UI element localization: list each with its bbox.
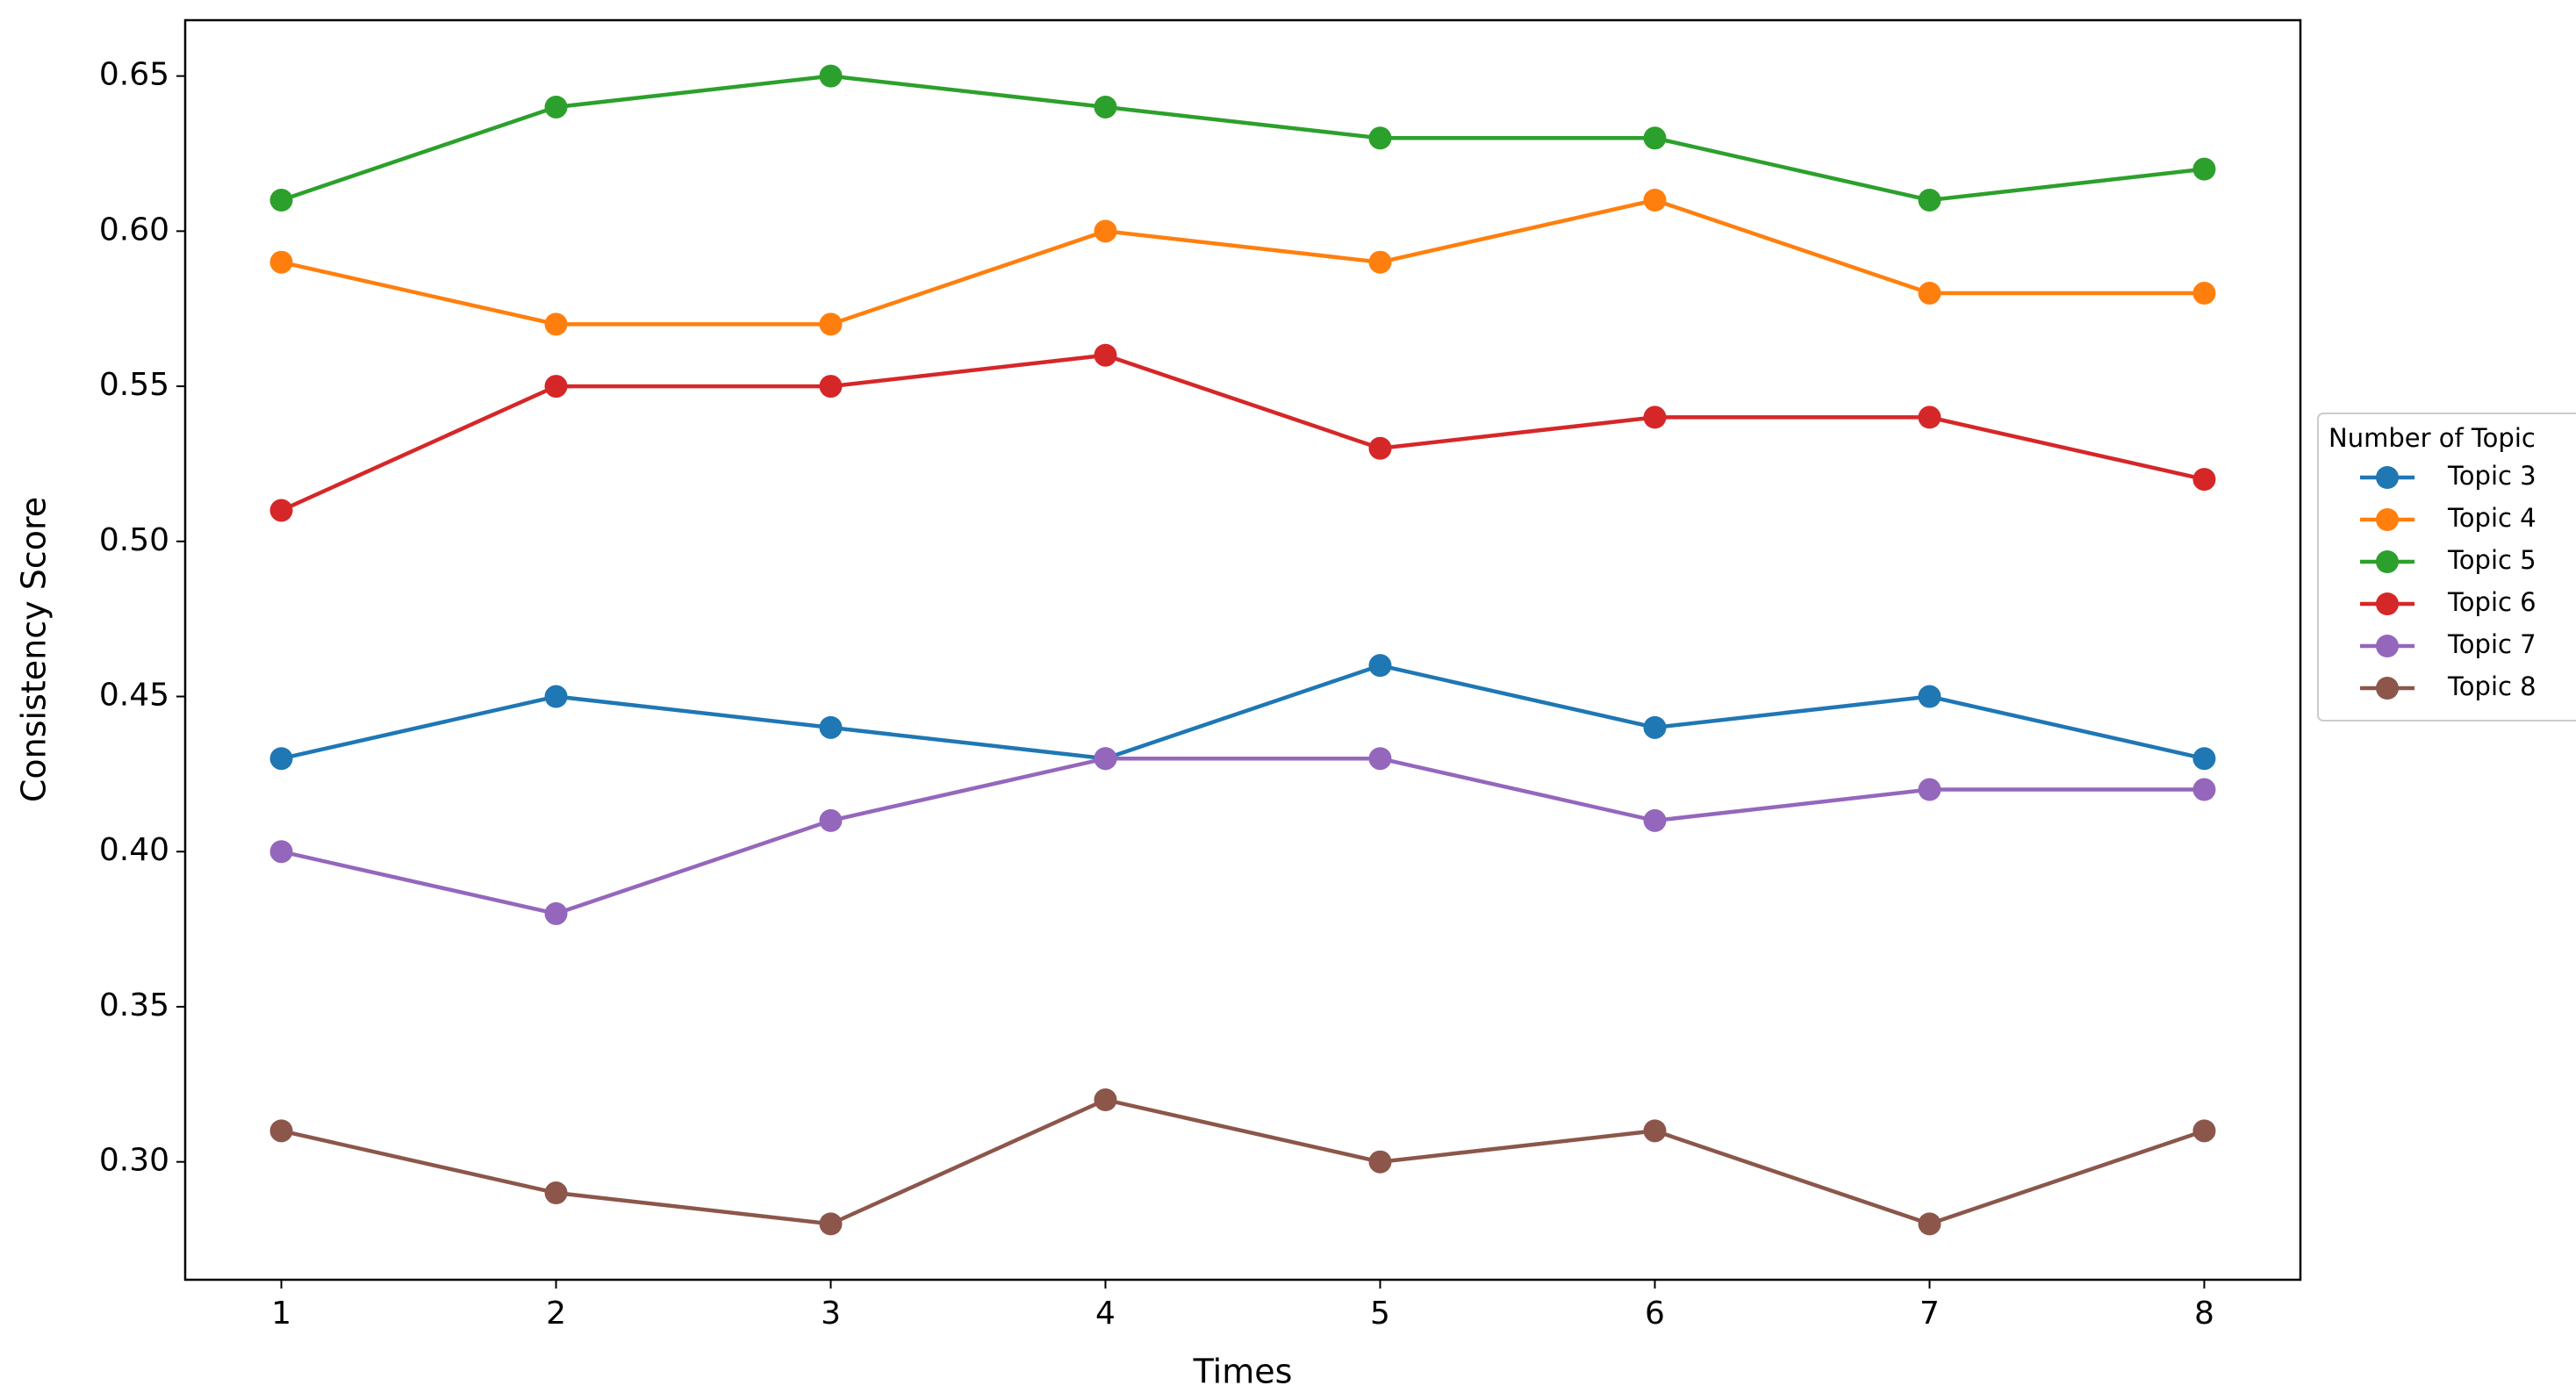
data-point — [1368, 436, 1392, 460]
data-point — [1094, 95, 1117, 118]
data-point — [1643, 808, 1667, 832]
legend-marker — [2376, 635, 2399, 657]
legend-label: Topic 7 — [2447, 629, 2537, 659]
data-point — [2192, 1119, 2216, 1143]
legend-marker — [2376, 592, 2399, 615]
data-point — [1094, 219, 1117, 243]
y-tick-label: 0.40 — [99, 832, 169, 868]
data-point — [1368, 654, 1392, 678]
data-point — [544, 685, 568, 708]
series-line — [280, 74, 2205, 203]
data-point — [1368, 747, 1392, 771]
legend-label: Topic 6 — [2447, 587, 2537, 617]
x-tick-label: 4 — [1095, 1296, 1116, 1332]
x-tick-label: 3 — [821, 1296, 841, 1332]
data-point — [2192, 282, 2216, 305]
legend-box — [2317, 413, 2576, 722]
y-tick-label: 0.65 — [99, 57, 169, 93]
data-point — [1918, 778, 1941, 801]
y-tick-label: 0.35 — [99, 987, 169, 1023]
data-point — [1918, 685, 1941, 708]
data-point — [544, 312, 568, 336]
data-point — [1368, 126, 1392, 150]
data-point — [269, 250, 293, 274]
plot-frame — [183, 18, 2302, 1282]
x-axis-label: Times — [1193, 1353, 1293, 1391]
y-tick-label: 0.45 — [99, 678, 169, 714]
legend-marker — [2376, 677, 2399, 700]
data-point — [1368, 250, 1392, 274]
data-point — [819, 64, 843, 88]
data-point — [1643, 126, 1667, 150]
legend-marker — [2376, 550, 2399, 573]
y-tick-label: 0.50 — [99, 522, 169, 558]
x-tick-label: 6 — [1645, 1296, 1665, 1332]
legend-label: Topic 5 — [2447, 545, 2537, 575]
data-point — [1094, 747, 1117, 771]
data-point — [269, 499, 293, 522]
data-point — [1368, 1150, 1392, 1174]
data-point — [269, 840, 293, 864]
legend-marker — [2376, 466, 2399, 489]
data-point — [269, 747, 293, 771]
data-point — [269, 1119, 293, 1143]
data-point — [2192, 778, 2216, 801]
y-axis-label: Consistency Score — [15, 497, 54, 802]
data-point — [544, 375, 568, 398]
legend-label: Topic 4 — [2447, 503, 2537, 533]
series-line — [281, 756, 2205, 916]
data-point — [1643, 715, 1667, 739]
series-line — [281, 663, 2205, 761]
data-point — [544, 901, 568, 925]
data-point — [2192, 157, 2216, 181]
data-point — [269, 189, 293, 212]
data-point — [1918, 1212, 1941, 1236]
x-tick-label: 8 — [2194, 1296, 2214, 1332]
data-point — [819, 715, 843, 739]
data-point — [819, 808, 843, 832]
x-tick-label: 1 — [271, 1296, 291, 1332]
legend-label: Topic 3 — [2447, 461, 2537, 491]
data-point — [819, 1212, 843, 1236]
x-tick-label: 2 — [546, 1296, 566, 1332]
data-point — [1918, 282, 1941, 305]
legend-marker — [2376, 508, 2399, 531]
data-point — [2192, 468, 2216, 492]
y-tick-label: 0.55 — [99, 367, 169, 403]
series-line — [280, 353, 2205, 513]
data-point — [1643, 189, 1667, 212]
data-point — [1643, 406, 1667, 429]
series-line — [281, 1097, 2206, 1226]
data-point — [544, 95, 568, 118]
data-point — [1918, 406, 1941, 429]
data-point — [544, 1181, 568, 1205]
x-tick-label: 7 — [1919, 1296, 1940, 1332]
y-tick-label: 0.30 — [99, 1143, 169, 1179]
data-point — [1918, 189, 1941, 212]
data-point — [1094, 343, 1117, 367]
data-point — [2192, 747, 2216, 771]
legend-title: Number of Topic — [2328, 423, 2536, 453]
series-line — [281, 197, 2205, 327]
y-tick-label: 0.60 — [99, 212, 169, 248]
x-tick-label: 5 — [1370, 1296, 1390, 1332]
data-point — [819, 312, 843, 336]
data-point — [1094, 1088, 1117, 1111]
data-point — [819, 375, 843, 398]
data-point — [1643, 1119, 1667, 1143]
legend-label: Topic 8 — [2447, 671, 2537, 701]
